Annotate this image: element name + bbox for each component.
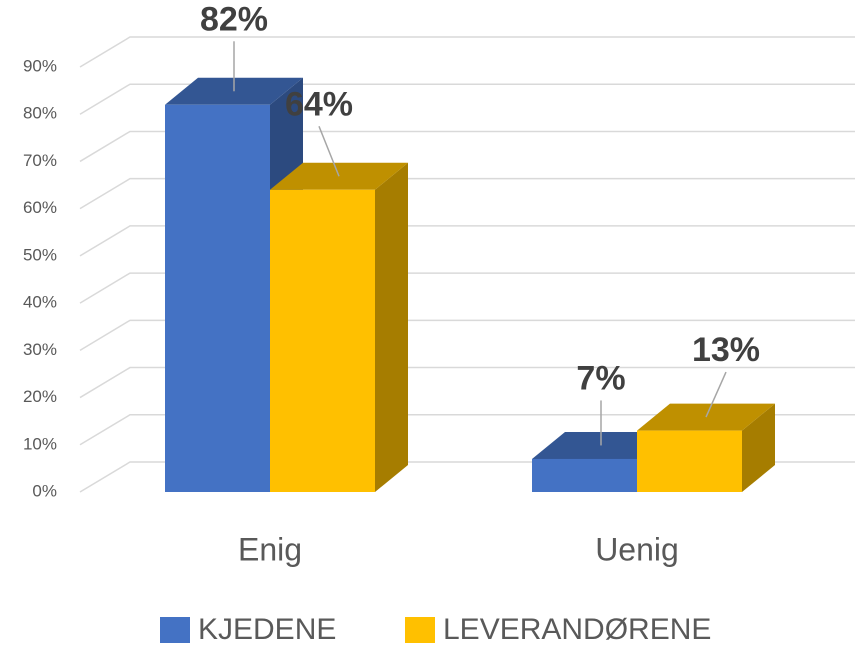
- y-tick-label: 10%: [23, 434, 57, 453]
- grid-line: [79, 130, 855, 163]
- leader-line: [705, 371, 727, 418]
- y-tick-label: 40%: [23, 293, 57, 312]
- bar-face: [270, 189, 375, 492]
- value-label: 64%: [285, 85, 353, 123]
- y-tick-label: 0%: [32, 481, 57, 500]
- grid-line: [79, 272, 855, 304]
- y-tick-label: 90%: [23, 56, 57, 75]
- y-tick-label: 50%: [23, 245, 57, 264]
- value-label: 7%: [576, 359, 625, 397]
- value-label: 82%: [200, 0, 268, 38]
- legend-swatch: [405, 617, 435, 643]
- bar-face: [532, 458, 637, 492]
- bar-face: [375, 162, 408, 492]
- grid-line: [79, 83, 855, 115]
- legend-label: KJEDENE: [198, 613, 336, 646]
- y-tick-label: 80%: [23, 104, 57, 123]
- leader-line: [318, 125, 340, 177]
- bar-face: [742, 403, 775, 492]
- x-tick-label: Enig: [238, 531, 302, 567]
- legend-swatch: [160, 617, 190, 643]
- grid-line: [79, 177, 855, 210]
- y-tick-label: 60%: [23, 198, 57, 217]
- legend-label: LEVERANDØRENE: [443, 613, 711, 646]
- grid-line: [79, 414, 855, 446]
- grid-line: [79, 225, 855, 257]
- bar: [270, 162, 408, 492]
- grid-line: [79, 366, 855, 399]
- y-tick-label: 20%: [23, 387, 57, 406]
- grid-line: [79, 319, 855, 351]
- y-tick-label: 70%: [23, 151, 57, 170]
- bar-face: [165, 104, 270, 493]
- x-tick-label: Uenig: [595, 531, 679, 567]
- y-tick-label: 30%: [23, 340, 57, 359]
- value-label: 13%: [692, 331, 760, 369]
- bar-face: [637, 430, 742, 492]
- grid-line: [79, 36, 855, 68]
